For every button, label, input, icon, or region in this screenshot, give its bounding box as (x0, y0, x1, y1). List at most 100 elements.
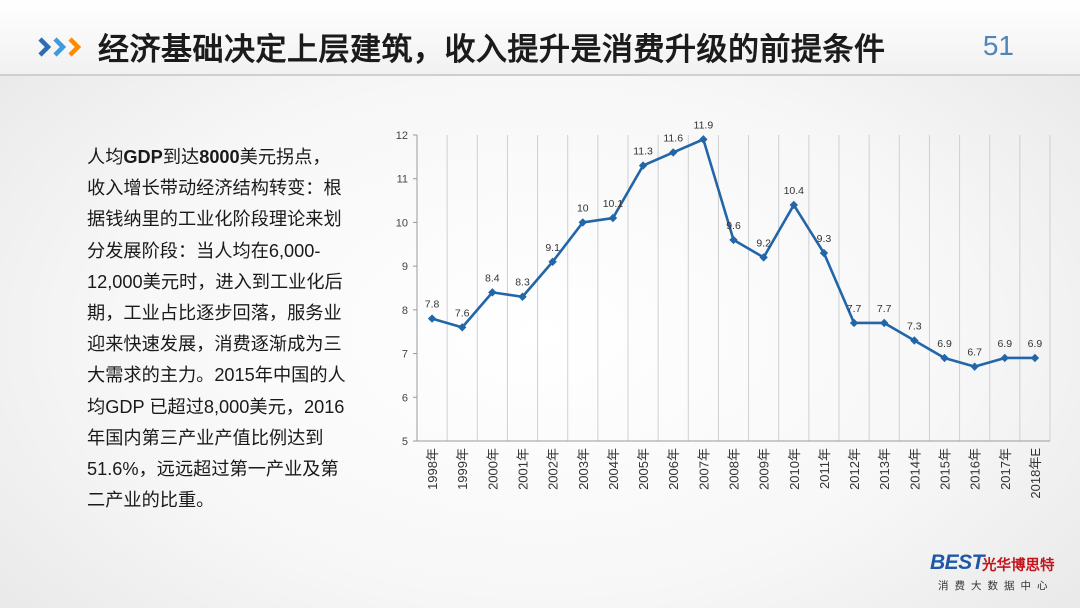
series-line (431, 138, 1035, 368)
data-label: 10.4 (784, 185, 805, 197)
data-point-marker (578, 218, 587, 227)
data-label: 7.8 (425, 299, 440, 311)
data-point-marker (1000, 353, 1009, 363)
body-text-segment: 期，工业占比逐步回落，服务业 (87, 303, 342, 324)
body-text-segment: 8000 (199, 147, 240, 167)
data-point-marker (699, 135, 708, 144)
body-text-segment: 据钱纳里的工业化阶段理论来划 (87, 209, 342, 230)
data-point-marker (880, 318, 889, 328)
data-point-marker (427, 314, 437, 323)
data-label: 6.9 (1028, 338, 1043, 350)
body-text-segment: 年国内第三产业产值比例达到 (87, 427, 324, 448)
data-point-marker (789, 200, 798, 210)
body-text-line: 收入增长带动经济结构转变：根 (87, 173, 387, 204)
data-label: 9.1 (545, 242, 560, 254)
x-tick-label: 2018年E (1028, 448, 1043, 499)
body-text-line: 期，工业占比逐步回落，服务业 (87, 298, 387, 329)
slide-title: 经济基础决定上层建筑，收入提升是消费升级的前提条件 (98, 32, 886, 67)
x-tick-label: 2015年 (938, 448, 953, 490)
data-label: 6.7 (967, 347, 982, 359)
data-point-marker (940, 353, 949, 363)
data-point-marker (759, 253, 768, 262)
body-text-line: 迎来快速发展，消费逐渐成为三 (87, 329, 387, 360)
data-point-marker (849, 318, 859, 328)
body-text-line: 人均GDP到达8000美元拐点， (87, 142, 387, 173)
logo-tagline: 消费大数据中心 (938, 580, 1054, 592)
y-tick-label: 11 (397, 174, 408, 186)
body-text-line: 12,000美元时，进入到工业化后 (87, 267, 387, 298)
x-tick-label: 2006年 (666, 448, 681, 490)
y-tick-label: 9 (402, 261, 408, 273)
y-tick-label: 8 (402, 305, 408, 317)
x-tick-label: 2010年 (787, 448, 802, 490)
body-text-segment: 人均 (87, 147, 124, 167)
x-tick-label: 1999年 (455, 448, 470, 490)
data-label: 11.3 (633, 146, 653, 158)
data-label: 9.6 (726, 220, 741, 232)
logo-mark: BEST (930, 551, 985, 574)
data-label: 10.1 (603, 198, 624, 210)
y-tick-label: 6 (402, 392, 408, 404)
data-label: 11.6 (663, 132, 683, 144)
y-tick-label: 12 (396, 130, 408, 142)
data-point-marker (458, 323, 467, 332)
body-text-segment: GDP (123, 147, 163, 167)
body-text-segment: 到达 (162, 147, 200, 167)
y-tick-label: 5 (402, 436, 408, 448)
x-tick-label: 2008年 (727, 448, 742, 490)
data-label: 8.4 (485, 272, 500, 284)
data-point-marker (638, 161, 648, 170)
data-point-marker (608, 213, 618, 223)
body-text-line: 均GDP 已超过8,000美元，2016 (87, 392, 387, 423)
data-point-marker (729, 235, 738, 245)
data-label: 7.3 (907, 320, 922, 332)
data-label: 7.7 (877, 303, 892, 315)
data-point-marker (518, 292, 527, 301)
x-tick-label: 2012年 (847, 448, 862, 490)
y-tick-label: 10 (396, 217, 408, 229)
data-point-marker (548, 257, 557, 266)
company-logo: BEST 光华博思特 消费大数据中心 (930, 551, 1070, 601)
data-point-marker (669, 148, 678, 157)
logo-name: 光华博思特 (982, 558, 1055, 574)
x-tick-label: 2013年 (877, 448, 892, 490)
x-tick-label: 1998年 (425, 448, 440, 490)
body-text-segment: 收入增长带动经济结构转变：根 (87, 178, 342, 199)
data-label: 9.3 (817, 233, 832, 245)
body-text-segment: 分发展阶段：当人均在6,000- (87, 240, 321, 261)
x-tick-label: 2000年 (485, 448, 500, 490)
x-tick-label: 2011年 (817, 448, 832, 489)
data-label: 7.6 (455, 307, 470, 319)
x-tick-label: 2016年 (968, 448, 983, 490)
data-label: 6.9 (997, 338, 1012, 350)
body-text-segment: 51.6%，远远超过第一产业及第 (87, 459, 339, 480)
body-text: 人均GDP到达8000美元拐点， 收入增长带动经济结构转变：根 据钱纳里的工业化阶段… (87, 142, 387, 516)
data-label: 6.9 (937, 338, 952, 350)
body-text-segment: 大需求的主力。2015年中国的人 (87, 365, 346, 386)
x-tick-label: 2001年 (516, 448, 531, 490)
x-tick-label: 2014年 (907, 448, 922, 490)
data-label: 11.9 (694, 119, 714, 131)
body-text-segment: 二产业的比重。 (87, 490, 215, 511)
x-tick-label: 2017年 (998, 448, 1013, 490)
data-label: 10 (577, 202, 589, 214)
body-text-line: 年国内第三产业产值比例达到 (87, 423, 387, 454)
x-tick-label: 2009年 (757, 448, 772, 490)
body-text-line: 据钱纳里的工业化阶段理论来划 (87, 204, 387, 235)
x-tick-label: 2002年 (546, 448, 561, 490)
data-point-marker (488, 288, 497, 297)
body-text-segment: 均GDP 已超过8,000美元，2016 (87, 396, 345, 417)
body-text-segment: 12,000美元时，进入到工业化后 (87, 271, 343, 292)
data-label: 7.7 (847, 303, 862, 315)
page-number: 51 (982, 30, 1014, 61)
body-text-line: 51.6%，远远超过第一产业及第 (87, 454, 387, 485)
data-point-marker (819, 248, 829, 258)
body-text-line: 大需求的主力。2015年中国的人 (87, 360, 387, 391)
slide-header: 经济基础决定上层建筑，收入提升是消费升级的前提条件 51 (0, 0, 1080, 76)
x-tick-label: 2003年 (576, 448, 591, 490)
x-tick-label: 2005年 (636, 448, 651, 490)
y-tick-label: 7 (402, 349, 408, 361)
triple-chevron-icon (38, 37, 82, 57)
body-text-segment: 美元拐点， (239, 147, 331, 167)
